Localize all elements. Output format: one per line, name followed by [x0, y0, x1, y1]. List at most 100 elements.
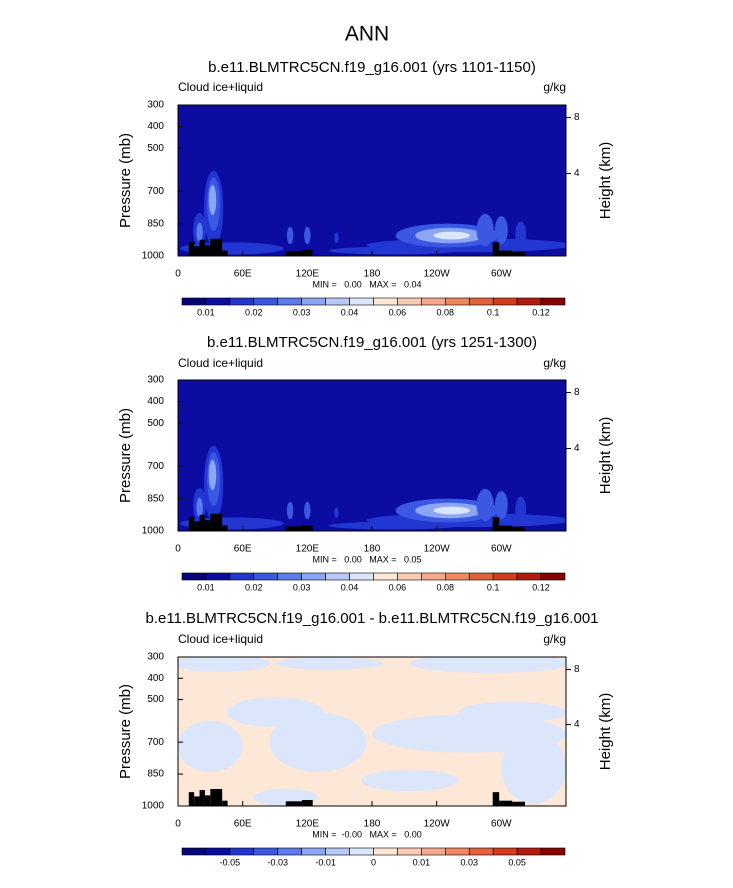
colorbar-label: 0.02 — [245, 307, 263, 317]
colorbar-box — [253, 847, 279, 856]
figure-title: ANN — [345, 23, 389, 46]
y-tick-label: 500 — [147, 694, 164, 705]
topography — [194, 246, 200, 256]
topography — [210, 788, 223, 806]
field-label: Cloud ice+liquid — [178, 80, 263, 94]
x-tick-label: 0 — [175, 819, 181, 830]
contour-region — [494, 491, 508, 520]
colorbar-box — [229, 847, 255, 856]
topography — [512, 526, 526, 531]
colorbar-box — [492, 847, 518, 856]
colorbar-box — [516, 297, 542, 306]
y2-tick-label: 8 — [574, 387, 580, 398]
colorbar-box — [540, 572, 566, 581]
colorbar-label: 0.08 — [437, 307, 455, 317]
colorbar-box — [229, 572, 255, 581]
contour-region — [286, 226, 294, 245]
y-tick-label: 700 — [147, 461, 164, 472]
field-label: Cloud ice+liquid — [178, 632, 263, 646]
contour-region — [328, 246, 459, 255]
contour-region — [208, 184, 217, 216]
contour-region — [494, 216, 508, 245]
contour-region — [433, 506, 471, 515]
topography — [285, 251, 302, 256]
y-tick-label: 300 — [147, 375, 164, 386]
colorbar-box — [205, 297, 231, 306]
topography — [188, 792, 195, 806]
topography — [188, 516, 195, 531]
y-tick-label: 1000 — [142, 251, 165, 262]
colorbar-label: -0.03 — [267, 857, 288, 867]
colorbar-box — [301, 572, 326, 581]
x-tick-label: 180 — [364, 544, 381, 555]
topography — [222, 800, 228, 806]
colorbar-box — [468, 847, 494, 856]
colorbar-label: 0.01 — [197, 307, 215, 317]
colorbar-box — [181, 847, 207, 856]
units-label: g/kg — [543, 80, 566, 94]
y-tick-label: 850 — [147, 493, 164, 504]
y2-tick-label: 4 — [574, 168, 580, 179]
contour-region — [304, 501, 311, 520]
colorbar-box — [349, 847, 374, 856]
y2-axis-label: Height (km) — [597, 142, 614, 220]
colorbar-label: 0.1 — [487, 582, 500, 592]
y2-axis-label: Height (km) — [597, 417, 614, 495]
contour-region — [458, 701, 566, 723]
colorbar-label: 0.04 — [341, 307, 359, 317]
colorbar-box — [325, 572, 350, 581]
colorbar-box — [540, 847, 566, 856]
colorbar-box — [277, 572, 302, 581]
colorbar-box — [181, 297, 207, 306]
topography — [499, 250, 513, 256]
contour-region — [409, 657, 566, 673]
topography — [222, 250, 228, 256]
topography — [492, 241, 500, 256]
y-tick-label: 1000 — [142, 526, 165, 537]
colorbar-box — [421, 572, 446, 581]
topography — [512, 801, 526, 806]
topography — [194, 796, 200, 806]
colorbar-label: 0.08 — [437, 582, 455, 592]
colorbar-box — [421, 297, 446, 306]
topography — [194, 521, 200, 531]
colorbar-box — [445, 572, 470, 581]
colorbar-label: 0.06 — [389, 307, 407, 317]
topography — [199, 514, 205, 531]
colorbar-box — [349, 572, 374, 581]
colorbar-box — [445, 297, 470, 306]
colorbar-box — [421, 847, 446, 856]
stats-label: MIN = -0.00 MAX = 0.00 — [312, 829, 422, 839]
panel-title: b.e11.BLMTRC5CN.f19_g16.001 (yrs 1251-13… — [207, 334, 537, 351]
contour-region — [501, 731, 566, 804]
colorbar-box — [325, 847, 350, 856]
x-tick-label: 120E — [296, 544, 320, 555]
topography — [285, 526, 302, 531]
panel-title: b.e11.BLMTRC5CN.f19_g16.001 (yrs 1101-11… — [208, 59, 536, 76]
topography — [499, 525, 513, 531]
x-tick-label: 0 — [175, 269, 181, 280]
topography — [204, 795, 211, 806]
x-tick-label: 120W — [424, 819, 451, 830]
contour-region — [334, 232, 339, 244]
colorbar-label: 0.02 — [245, 582, 263, 592]
colorbar-box — [301, 297, 326, 306]
colorbar-box — [468, 297, 494, 306]
x-tick-label: 60W — [491, 269, 512, 280]
colorbar-label: 0.04 — [341, 582, 359, 592]
colorbar-box — [301, 847, 326, 856]
topography — [210, 238, 223, 256]
colorbar-box — [373, 572, 398, 581]
colorbar-box — [205, 847, 231, 856]
units-label: g/kg — [543, 632, 566, 646]
contour-region — [269, 712, 367, 772]
colorbar-label: 0.01 — [413, 857, 431, 867]
x-tick-label: 180 — [364, 269, 381, 280]
x-tick-label: 60W — [491, 819, 512, 830]
contour-field — [178, 657, 566, 806]
contour-region — [476, 488, 494, 522]
contour-region — [476, 213, 494, 247]
contour-region — [328, 521, 459, 530]
